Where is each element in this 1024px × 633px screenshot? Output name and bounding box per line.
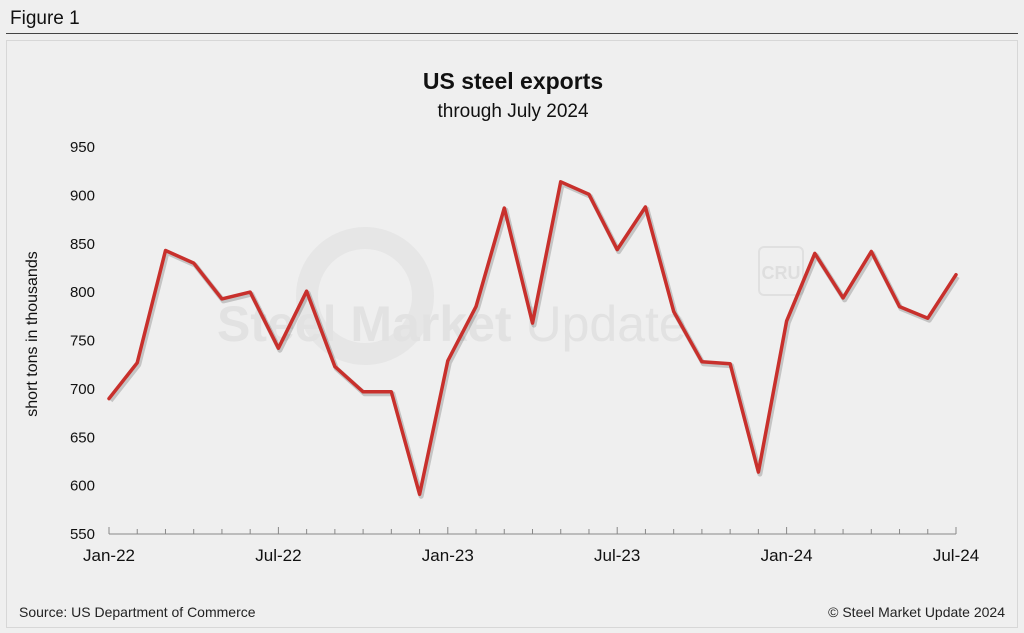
y-tick-label: 900: [70, 187, 95, 204]
copyright-note: © Steel Market Update 2024: [828, 604, 1005, 620]
data-point: [700, 360, 704, 363]
data-point: [616, 248, 619, 251]
y-tick-label: 600: [70, 478, 95, 495]
y-tick-label: 650: [70, 429, 95, 446]
watermark-text: Steel Market Update: [217, 296, 687, 352]
data-point: [446, 359, 449, 363]
data-point: [474, 305, 478, 308]
x-tick-label: Jul-24: [933, 546, 979, 565]
data-point: [559, 180, 562, 184]
data-point: [785, 319, 788, 323]
y-tick-label: 950: [70, 139, 95, 156]
data-point: [248, 290, 252, 294]
watermark-badge-text: CRU: [762, 263, 801, 283]
data-point: [277, 347, 280, 350]
data-point: [136, 361, 139, 364]
x-tick-label: Jan-24: [761, 546, 813, 565]
data-point: [644, 205, 647, 209]
x-tick-label: Jan-23: [422, 546, 474, 565]
y-tick-label: 850: [70, 236, 95, 253]
data-point: [107, 397, 111, 400]
y-tick-label: 700: [70, 381, 95, 398]
data-point: [220, 297, 224, 301]
data-point: [870, 250, 873, 253]
chart-panel: Steel Market Update CRU US steel exports…: [6, 40, 1018, 628]
x-tick-label: Jul-22: [255, 546, 301, 565]
series-group: [107, 180, 960, 499]
data-point: [813, 252, 817, 255]
line-chart: Steel Market Update CRU US steel exports…: [19, 68, 1005, 620]
data-point: [757, 470, 760, 474]
data-point: [503, 206, 506, 210]
source-note: Source: US Department of Commerce: [19, 604, 256, 620]
data-point: [841, 296, 845, 300]
data-point: [390, 390, 393, 393]
data-point: [531, 321, 534, 325]
data-point: [333, 365, 337, 368]
figure-label: Figure 1: [10, 8, 80, 29]
x-tick-label: Jan-22: [83, 546, 135, 565]
data-point: [926, 317, 929, 320]
chart-title: US steel exports: [423, 68, 603, 94]
chart-subtitle: through July 2024: [437, 101, 588, 122]
data-point: [898, 305, 901, 308]
data-point: [361, 390, 365, 393]
data-point: [418, 493, 421, 496]
x-tick-label: Jul-23: [594, 546, 640, 565]
data-point: [954, 273, 958, 276]
data-point: [587, 193, 591, 196]
y-tick-label: 800: [70, 284, 95, 301]
x-axis: Jan-22 Jul-22 Jan-23 Jul-23 Jan-24 Jul-24: [83, 527, 979, 565]
data-point: [164, 249, 167, 252]
figure-divider: [6, 33, 1018, 34]
y-tick-label: 550: [70, 526, 95, 543]
watermark: Steel Market Update CRU: [217, 227, 804, 365]
y-axis-label: short tons in thousands: [24, 251, 41, 416]
watermark-badge-icon: [758, 246, 804, 296]
y-tick-label: 750: [70, 333, 95, 350]
data-point: [305, 289, 308, 293]
data-point: [192, 261, 195, 265]
data-point: [728, 362, 732, 365]
y-axis-ticks: 550 600 650 700 750 800 850 900 950: [70, 139, 95, 543]
data-point: [672, 310, 675, 313]
